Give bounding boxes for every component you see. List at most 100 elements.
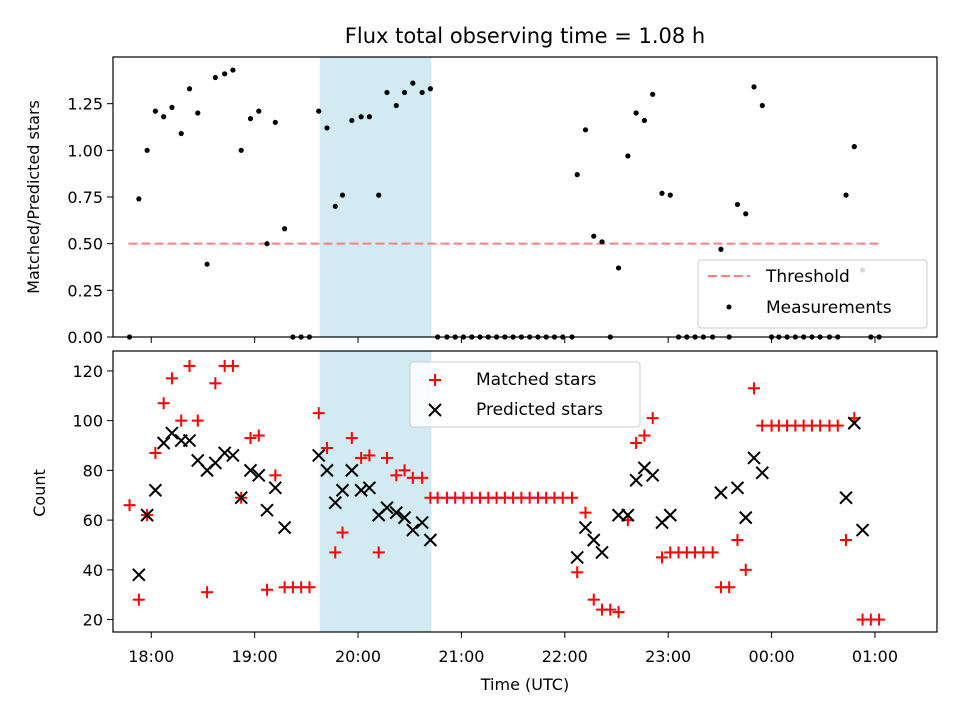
matched-point: [261, 583, 274, 596]
predicted-point: [415, 515, 429, 530]
bottom-panel: Count Time (UTC) 20 40 60 80 100 120 18:00 19:0…: [30, 350, 938, 694]
bottom-y-tick-label: 80: [83, 461, 103, 480]
predicted-point: [406, 523, 420, 537]
x-tick-label: 20:00: [335, 647, 381, 666]
matched-point: [191, 414, 204, 427]
predicted-point: [243, 463, 258, 478]
measurement-point: [574, 172, 580, 178]
predicted-point: [578, 520, 593, 535]
bottom-y-tick-label: 40: [83, 561, 103, 580]
measurement-point: [256, 108, 262, 114]
bottom-y-tick-label: 100: [72, 412, 103, 431]
matched-point: [345, 432, 358, 445]
measurement-point: [332, 203, 338, 209]
matched-point: [183, 359, 196, 372]
x-tick-label: 21:00: [438, 647, 484, 666]
measurement-point: [384, 89, 390, 96]
measurement-point: [759, 102, 765, 109]
measurement-point: [144, 147, 150, 153]
predicted-point: [570, 550, 584, 565]
matched-point: [566, 491, 579, 504]
matched-point: [312, 407, 325, 420]
top-legend-box: [697, 259, 928, 329]
matched-point: [201, 586, 214, 599]
predicted-point: [855, 523, 870, 537]
predicted-point: [714, 486, 728, 500]
measurement-point: [195, 110, 201, 116]
predicted-point: [182, 433, 197, 448]
predicted-point: [148, 483, 163, 497]
matched-point: [612, 606, 625, 619]
matched-point: [123, 499, 136, 512]
x-tick-label: 23:00: [645, 647, 691, 666]
measurement-point: [667, 192, 673, 198]
matched-point: [723, 581, 736, 594]
measurement-point: [615, 265, 622, 271]
predicted-point: [747, 451, 761, 465]
x-tick-label: 01:00: [852, 647, 898, 666]
predicted-point: [312, 448, 326, 463]
measurement-point: [366, 114, 373, 120]
measurement-point: [743, 211, 749, 217]
top-y-axis-label: Matched/Predicted stars: [24, 100, 43, 294]
matched-point: [303, 581, 316, 594]
matched-point: [175, 414, 188, 427]
measurement-point: [718, 246, 724, 252]
top-y-tick-label: 0.00: [67, 328, 103, 347]
top-y-tick-label: 0.75: [67, 188, 103, 207]
measurement-point: [650, 91, 656, 97]
measurement-point: [204, 261, 210, 267]
matched-point: [321, 441, 334, 454]
x-axis-label: Time (UTC): [480, 675, 569, 694]
predicted-point: [755, 466, 769, 480]
legend-predicted-label: Predicted stars: [476, 400, 603, 420]
chart-title: Flux total observing time = 1.08 h: [345, 24, 705, 48]
matched-point: [252, 429, 265, 442]
matched-point: [655, 551, 668, 564]
measurement-point: [599, 239, 605, 245]
measurement-point: [349, 117, 355, 124]
measurement-point: [247, 116, 254, 122]
matched-point: [269, 469, 282, 482]
predicted-point: [140, 508, 154, 522]
predicted-point: [839, 491, 853, 505]
matched-point: [209, 377, 222, 390]
predicted-point: [587, 533, 601, 547]
predicted-point: [277, 520, 292, 535]
measurement-point: [734, 201, 741, 208]
matched-point: [638, 429, 651, 442]
predicted-point: [268, 481, 283, 495]
matched-point: [840, 533, 853, 546]
matched-point: [380, 451, 393, 464]
matched-point: [630, 437, 643, 450]
predicted-point: [354, 483, 368, 497]
measurement-point: [633, 110, 639, 116]
predicted-point: [132, 568, 146, 582]
predicted-point: [423, 533, 438, 547]
measurement-point: [222, 71, 228, 77]
top-plot-frame: [112, 56, 938, 338]
measurement-point: [212, 74, 218, 81]
matched-point: [416, 471, 429, 484]
measurement-point: [238, 147, 244, 153]
matched-point: [571, 566, 584, 579]
matched-point: [748, 382, 761, 395]
predicted-point: [335, 483, 350, 497]
matched-point: [398, 464, 411, 477]
legend-measurements-swatch: [726, 304, 732, 310]
measurement-point: [591, 233, 597, 239]
predicted-point: [621, 508, 635, 522]
predicted-stars-series: [132, 416, 870, 582]
measurement-point: [136, 196, 142, 202]
x-tick-label: 19:00: [232, 647, 278, 666]
measurement-point: [169, 104, 175, 110]
legend-threshold-label: Threshold: [765, 267, 850, 287]
bottom-y-axis-label: Count: [30, 469, 49, 517]
measurement-point: [641, 117, 648, 124]
measurement-point: [427, 86, 434, 92]
matched-point: [363, 449, 376, 462]
predicted-point: [165, 426, 179, 440]
measurement-point: [625, 153, 631, 159]
measurement-point: [324, 125, 330, 131]
bottom-legend-box: [409, 361, 641, 428]
